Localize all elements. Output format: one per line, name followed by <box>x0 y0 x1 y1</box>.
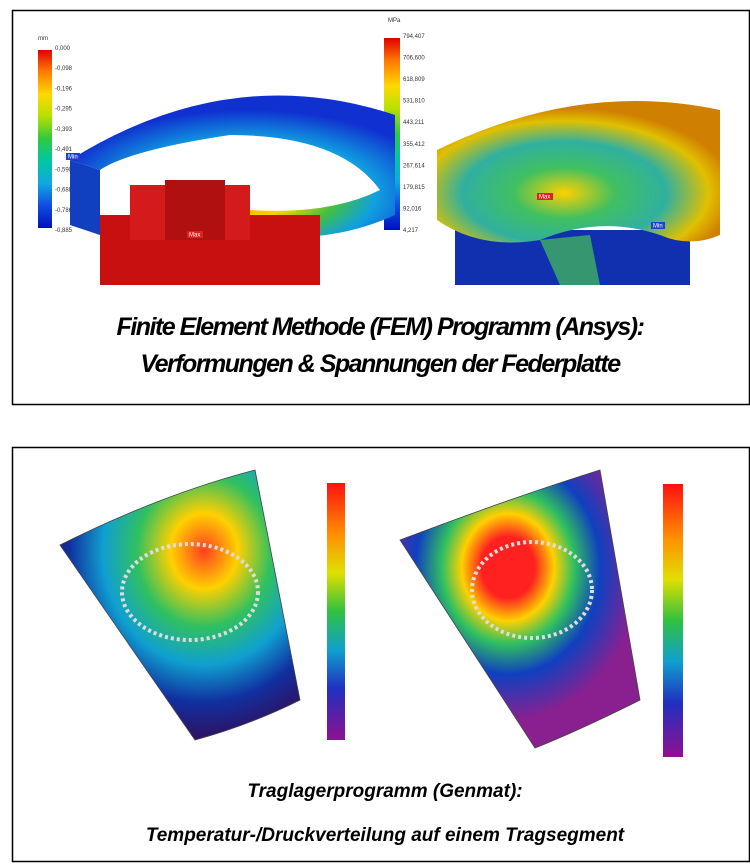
caption: Finite Element Methode (FEM) Programm (A… <box>117 313 645 341</box>
legend-label: 179,815 <box>403 185 425 191</box>
legend-label: 355,412 <box>403 142 425 148</box>
caption: Traglagerprogramm (Genmat): <box>247 781 522 802</box>
legend-label: 92,016 <box>403 206 422 212</box>
legend-label: -0,098 <box>55 66 73 72</box>
legend-label: -0,295 <box>55 107 73 113</box>
legend-label: 531,810 <box>403 99 425 105</box>
tag-label: Min <box>68 155 78 161</box>
legend-label: 618,809 <box>403 77 425 83</box>
legend-label: -0,491 <box>55 147 73 153</box>
legend-label: -0,393 <box>55 127 73 133</box>
legend-label: 443,211 <box>403 120 425 126</box>
legend-label: 267,614 <box>403 163 425 169</box>
legend-label: 0,000 <box>55 46 71 52</box>
legend-unit: MPa <box>388 18 401 24</box>
caption: Verformungen & Spannungen der Federplatt… <box>140 350 621 378</box>
legend-label: 706,600 <box>403 56 425 62</box>
tag-label: Max <box>539 195 550 201</box>
tag-label: Max <box>189 233 200 239</box>
legend-unit: mm <box>38 36 48 42</box>
color-scale <box>38 50 52 228</box>
legend-label: 4,217 <box>403 228 419 234</box>
caption: Temperatur-/Druckverteilung auf einem Tr… <box>146 825 625 846</box>
color-scale <box>663 484 683 757</box>
tag-label: Min <box>653 224 663 230</box>
color-scale <box>327 483 345 740</box>
legend-label: -0,196 <box>55 86 73 92</box>
model <box>70 160 100 235</box>
page: mm 0,000 -0,098 -0,196 -0,295 -0,393 -0,491 -0… <box>0 0 750 868</box>
legend-label: 794,407 <box>403 34 425 40</box>
legend-label: -0,885 <box>55 228 73 234</box>
